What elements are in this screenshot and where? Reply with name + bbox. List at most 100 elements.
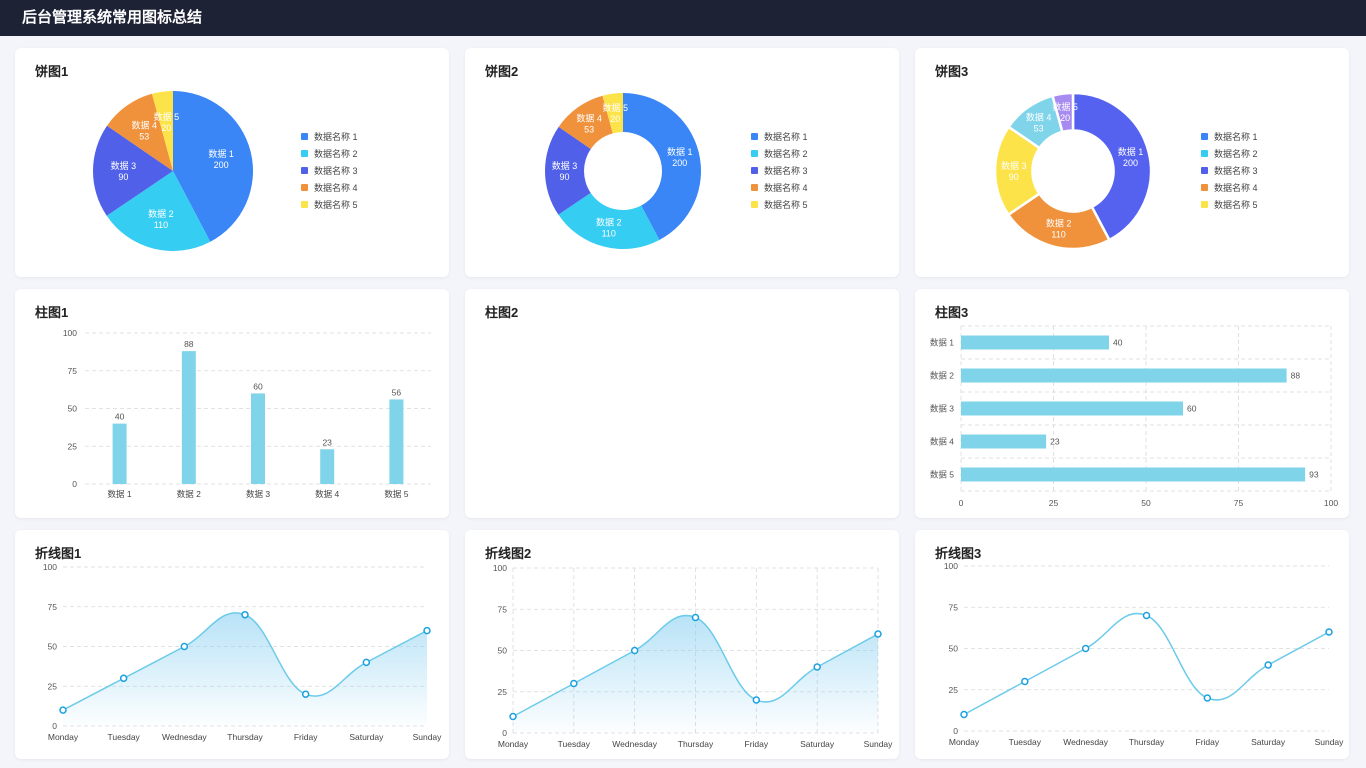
legend-swatch	[301, 150, 308, 157]
legend-swatch	[751, 150, 758, 157]
legend-swatch	[301, 167, 308, 174]
pie-slice	[151, 91, 173, 171]
x-tick-label: Saturday	[349, 732, 384, 742]
data-point[interactable]	[691, 613, 700, 622]
line1-chart: 0 25 50 75 100 Monday Tuesday Wednesday Thursday…	[43, 562, 442, 742]
pie-slice	[173, 91, 254, 242]
pie-slice	[92, 125, 173, 216]
y-tick-label: 25	[68, 441, 78, 451]
x-tick-label: Friday	[745, 739, 769, 749]
data-point[interactable]	[180, 642, 189, 651]
pie-slice	[107, 93, 173, 171]
x-tick-label: 75	[1234, 498, 1244, 508]
legend-item[interactable]: 数据名称 3	[1201, 162, 1258, 179]
pie-slice-label: 数据 5	[1052, 101, 1078, 112]
data-point[interactable]	[509, 712, 517, 721]
x-tick-label: Wednesday	[162, 732, 207, 742]
legend-swatch	[751, 201, 758, 208]
legend-item[interactable]: 数据名称 5	[751, 196, 808, 213]
data-point[interactable]	[1021, 677, 1029, 686]
bar-value-label: 56	[392, 387, 402, 397]
legend-item[interactable]: 数据名称 2	[1201, 145, 1258, 162]
legend-label: 数据名称 2	[314, 149, 358, 159]
x-tick-label: Friday	[1196, 737, 1220, 747]
legend-item[interactable]: 数据名称 3	[751, 162, 808, 179]
x-tick-label: Thursday	[227, 732, 263, 742]
legend-item[interactable]: 数据名称 4	[301, 179, 358, 196]
legend-item[interactable]: 数据名称 3	[301, 162, 358, 179]
legend-item[interactable]: 数据名称 2	[301, 145, 358, 162]
data-point[interactable]	[1203, 694, 1212, 702]
pie-slice-value: 53	[139, 132, 149, 142]
legend-label: 数据名称 4	[314, 183, 358, 193]
y-tick-label: 0	[953, 726, 958, 736]
legend-item[interactable]: 数据名称 1	[1201, 128, 1258, 145]
data-point[interactable]	[1142, 611, 1151, 620]
data-point[interactable]	[59, 706, 67, 714]
y-tick-label: 数据 1	[930, 338, 954, 348]
legend-swatch	[1201, 133, 1208, 140]
x-tick-label: 25	[1049, 498, 1059, 508]
data-point[interactable]	[119, 674, 128, 683]
series-line	[963, 612, 1330, 716]
legend-item[interactable]: 数据名称 2	[751, 145, 808, 162]
data-point[interactable]	[301, 690, 310, 698]
bar1-chart: 0 25 50 75 100 40 数据 1 88 数据 2 60 数据 3 23 数据 4 56 数据 5	[63, 328, 431, 499]
y-tick-label: 75	[949, 602, 959, 612]
data-point[interactable]	[362, 658, 371, 667]
legend-swatch	[751, 184, 758, 191]
data-point[interactable]	[1081, 644, 1090, 653]
legend-swatch	[1201, 184, 1208, 191]
data-point[interactable]	[960, 710, 968, 719]
chart-title-pie2: 饼图2	[485, 64, 519, 79]
pie-slice-label: 数据 4	[132, 120, 158, 131]
data-point[interactable]	[1325, 628, 1333, 636]
data-point[interactable]	[1264, 661, 1272, 669]
data-point[interactable]	[813, 663, 821, 671]
chart-title-line3: 折线图3	[935, 546, 982, 561]
data-point[interactable]	[570, 679, 578, 688]
card-bar3: 柱图3 0 25 50 75 100 40 数据 1 88 数据 2 60 数据 3 23 数据 4 93…	[915, 289, 1349, 518]
legend-swatch	[751, 167, 758, 174]
legend-label: 数据名称 3	[314, 166, 358, 176]
pie-slice-value: 53	[1034, 124, 1044, 134]
data-point[interactable]	[423, 626, 431, 635]
y-tick-label: 100	[43, 562, 57, 572]
data-point[interactable]	[630, 646, 639, 655]
x-tick-label: Wednesday	[1063, 737, 1108, 747]
card-line2: 折线图2 0 25 50 75 100 Monday Tuesday Wednesday Thu…	[465, 530, 899, 759]
y-tick-label: 25	[498, 687, 508, 697]
data-point[interactable]	[874, 630, 882, 638]
bar-value-label: 23	[322, 437, 332, 447]
pie-slice-label: 数据 4	[1026, 112, 1052, 123]
bar	[961, 434, 1047, 449]
data-point[interactable]	[241, 610, 249, 619]
chart-title-pie3: 饼图3	[935, 64, 969, 79]
pie-slice-value: 20	[1060, 113, 1070, 123]
y-tick-label: 0	[52, 721, 57, 731]
chart-title-bar2: 柱图2	[485, 305, 519, 320]
bar-value-label: 23	[1050, 437, 1060, 447]
pie-slice-value: 110	[1051, 229, 1065, 239]
y-tick-label: 50	[498, 646, 508, 656]
x-tick-label: Sunday	[864, 739, 894, 749]
legend-item[interactable]: 数据名称 5	[1201, 196, 1258, 213]
legend-item[interactable]: 数据名称 4	[751, 179, 808, 196]
legend-item[interactable]: 数据名称 4	[1201, 179, 1258, 196]
legend-item[interactable]: 数据名称 1	[301, 128, 358, 145]
legend-item[interactable]: 数据名称 1	[751, 128, 808, 145]
y-tick-label: 75	[498, 604, 508, 614]
x-tick-label: 数据 5	[384, 489, 408, 499]
card-line1: 折线图1 0 25 50 75 100 Monday Tuesday Wednesday Thu…	[15, 530, 449, 759]
y-tick-label: 25	[949, 685, 959, 695]
pie-slice-value: 110	[602, 229, 616, 239]
pie-slice-label: 数据 2	[148, 208, 174, 219]
data-point[interactable]	[752, 696, 761, 704]
bar-value-label: 93	[1309, 470, 1319, 480]
x-tick-label: Saturday	[800, 739, 835, 749]
area-fill	[63, 612, 427, 726]
legend-item[interactable]: 数据名称 5	[301, 196, 358, 213]
x-tick-label: 100	[1324, 498, 1338, 508]
page-title: 后台管理系统常用图标总结	[22, 9, 203, 26]
card-pie2: 饼图2 数据 1 200 数据 2 110 数据 3 90 数据 4 53 数据 5 20 数据名…	[465, 48, 899, 277]
